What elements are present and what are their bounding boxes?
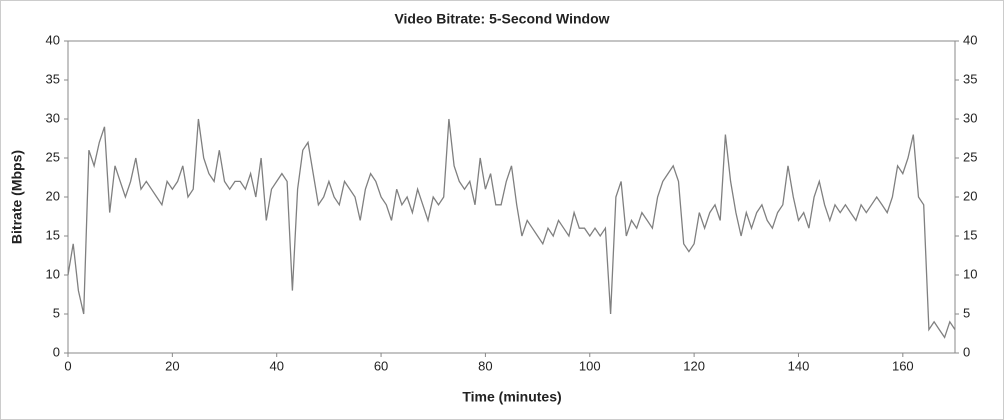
y2-tick-label: 5 (963, 305, 970, 320)
x-tick-label: 0 (64, 358, 71, 373)
x-tick-label: 60 (374, 358, 388, 373)
x-tick-label: 140 (788, 358, 810, 373)
plot-area (67, 40, 956, 354)
y-tick-label: 0 (53, 344, 60, 359)
x-tick-label: 40 (269, 358, 283, 373)
y2-tick-label: 20 (963, 188, 977, 203)
y2-tick-label: 35 (963, 71, 977, 86)
y-tick-label: 25 (46, 149, 60, 164)
y-axis-label: Bitrate (Mbps) (9, 150, 25, 244)
chart-title: Video Bitrate: 5-Second Window (394, 11, 609, 27)
y2-tick-label: 0 (963, 344, 970, 359)
x-axis-label: Time (minutes) (462, 389, 561, 405)
y2-tick-label: 25 (963, 149, 977, 164)
y-tick-label: 30 (46, 110, 60, 125)
x-tick-label: 160 (892, 358, 914, 373)
x-tick-label: 80 (478, 358, 492, 373)
y-tick-label: 5 (53, 305, 60, 320)
y-tick-label: 10 (46, 266, 60, 281)
y2-tick-label: 30 (963, 110, 977, 125)
x-tick-label: 20 (165, 358, 179, 373)
y2-tick-label: 15 (963, 227, 977, 242)
y-tick-label: 15 (46, 227, 60, 242)
y-tick-label: 35 (46, 71, 60, 86)
y2-tick-label: 10 (963, 266, 977, 281)
y-tick-label: 40 (46, 32, 60, 47)
x-tick-label: 120 (683, 358, 705, 373)
y-tick-label: 20 (46, 188, 60, 203)
y2-tick-label: 40 (963, 32, 977, 47)
bitrate-line (67, 118, 956, 339)
x-tick-label: 100 (579, 358, 601, 373)
